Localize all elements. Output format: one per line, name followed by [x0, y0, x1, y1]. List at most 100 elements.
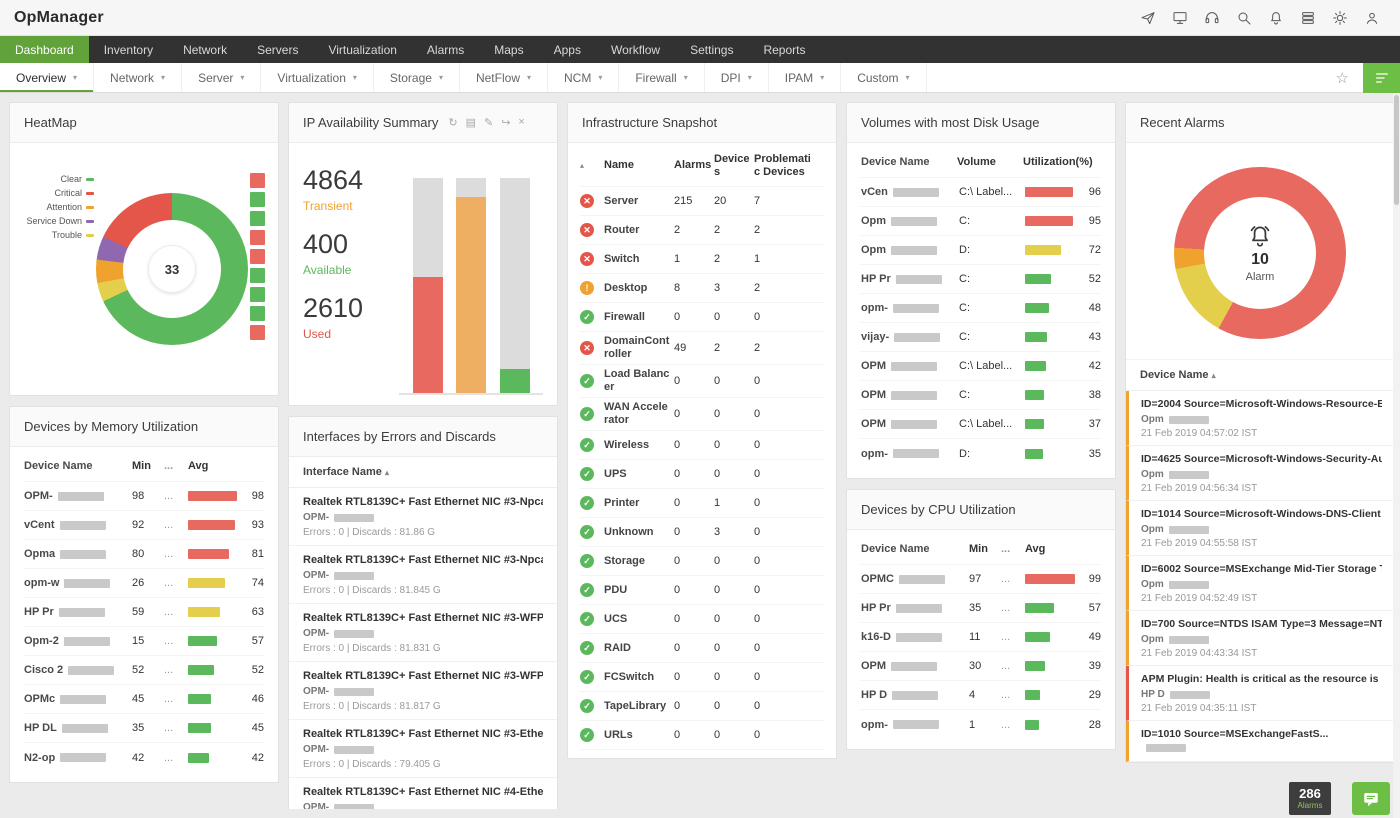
memory-table-row[interactable]: Opma 80 ... 81 [24, 540, 264, 569]
main-nav-item[interactable]: Reports [763, 42, 806, 57]
infra-row[interactable]: ✓ FCSwitch 0 0 0 [580, 663, 824, 692]
cpu-table-row[interactable]: k16-D 11 ... 49 [861, 623, 1101, 652]
volume-row[interactable]: opm- D: 35 [861, 439, 1101, 468]
main-nav-item[interactable]: Virtualization [328, 42, 397, 57]
refresh-icon[interactable]: ↻ [448, 117, 458, 129]
interface-row[interactable]: Realtek RTL8139C+ Fast Ethernet NIC #3-N… [289, 546, 557, 604]
alarm-count-badge[interactable]: 286 Alarms [1289, 782, 1331, 815]
chat-button[interactable] [1352, 782, 1390, 815]
chevron-down-icon[interactable]: ▾ [161, 73, 166, 82]
cpu-table-row[interactable]: HP Pr 35 ... 57 [861, 594, 1101, 623]
main-nav-item[interactable]: Dashboard [0, 36, 89, 63]
dashboard-tab[interactable]: IPAM ▾ [769, 63, 842, 92]
scrollbar-thumb[interactable] [1394, 95, 1399, 205]
chevron-down-icon[interactable]: ▾ [905, 73, 910, 82]
headset-icon[interactable] [1198, 4, 1226, 32]
volume-row[interactable]: Opm C: 95 [861, 207, 1101, 236]
alarm-item[interactable]: ID=6002 Source=MSExchange Mid-Tier Stora… [1126, 556, 1394, 611]
cpu-table-row[interactable]: OPM 30 ... 39 [861, 652, 1101, 681]
chevron-down-icon[interactable]: ▾ [598, 73, 603, 82]
infra-row[interactable]: ✓ Printer 0 1 0 [580, 489, 824, 518]
dashboard-tab[interactable]: Virtualization ▾ [261, 63, 374, 92]
report-icon[interactable]: ▤ [465, 117, 476, 129]
infra-row[interactable]: ✓ UPS 0 0 0 [580, 460, 824, 489]
infra-row[interactable]: ✓ URLs 0 0 0 [580, 721, 824, 750]
infra-row[interactable]: ✓ Unknown 0 3 0 [580, 518, 824, 547]
interface-row[interactable]: Realtek RTL8139C+ Fast Ethernet NIC #3-E… [289, 720, 557, 778]
infra-row[interactable]: ✓ PDU 0 0 0 [580, 576, 824, 605]
infra-row[interactable]: ✓ TapeLibrary 0 0 0 [580, 692, 824, 721]
main-nav-item[interactable]: Alarms [426, 42, 465, 57]
dashboard-tab[interactable]: Custom ▾ [841, 63, 927, 92]
memory-table-row[interactable]: Opm-2 15 ... 57 [24, 627, 264, 656]
infra-row[interactable]: ! Desktop 8 3 2 [580, 274, 824, 303]
chevron-down-icon[interactable]: ▾ [240, 73, 245, 82]
main-nav-item[interactable]: Settings [690, 42, 734, 57]
main-nav-item[interactable]: Workflow [610, 42, 661, 57]
edit-icon[interactable]: ✎ [483, 117, 494, 129]
alarm-item[interactable]: ID=2004 Source=Microsoft-Windows-Resourc… [1126, 391, 1394, 446]
memory-table-row[interactable]: OPM- 98 ... 98 [24, 482, 264, 511]
alarm-item[interactable]: ID=1014 Source=Microsoft-Windows-DNS-Cli… [1126, 501, 1394, 556]
memory-table-row[interactable]: OPMc 45 ... 46 [24, 685, 264, 714]
gear-icon[interactable] [1326, 4, 1354, 32]
chevron-down-icon[interactable]: ▾ [683, 73, 688, 82]
main-nav-item[interactable]: Inventory [103, 42, 154, 57]
heatmap-cell[interactable] [250, 325, 265, 340]
alarm-item[interactable]: ID=700 Source=NTDS ISAM Type=3 Message=N… [1126, 611, 1394, 666]
chevron-down-icon[interactable]: ▾ [438, 73, 443, 82]
dashboard-tab[interactable]: Firewall ▾ [619, 63, 705, 92]
heatmap-cell[interactable] [250, 230, 265, 245]
main-nav-item[interactable]: Servers [257, 42, 299, 57]
memory-table-row[interactable]: opm-w 26 ... 74 [24, 569, 264, 598]
dashboard-tab[interactable]: NetFlow ▾ [460, 63, 548, 92]
dashboard-tab[interactable]: NCM ▾ [548, 63, 620, 92]
volume-row[interactable]: opm- C: 48 [861, 294, 1101, 323]
dashboard-tab[interactable]: Server ▾ [182, 63, 262, 92]
favorite-star-icon[interactable]: ☆ [1335, 69, 1349, 87]
volume-row[interactable]: OPM C:\ Label... 37 [861, 410, 1101, 439]
infra-row[interactable]: ✕ Server 215 20 7 [580, 187, 824, 216]
sort-icon-cell[interactable]: ▴ [580, 161, 604, 170]
scrollbar-track[interactable] [1393, 93, 1400, 818]
memory-table-row[interactable]: HP DL 35 ... 45 [24, 714, 264, 743]
memory-table-row[interactable]: Cisco 2 52 ... 52 [24, 656, 264, 685]
dashboard-tab[interactable]: Overview ▾ [0, 63, 95, 92]
infra-row[interactable]: ✕ Switch 1 2 1 [580, 245, 824, 274]
main-nav-item[interactable]: Maps [494, 42, 524, 57]
heatmap-cell[interactable] [250, 268, 265, 283]
infra-row[interactable]: ✓ WAN Accelerator 0 0 0 [580, 398, 824, 431]
volume-row[interactable]: vijay- C: 43 [861, 323, 1101, 352]
memory-table-row[interactable]: HP Pr 59 ... 63 [24, 598, 264, 627]
chevron-down-icon[interactable]: ▾ [352, 73, 357, 82]
infra-row[interactable]: ✕ Router 2 2 2 [580, 216, 824, 245]
interface-row[interactable]: Realtek RTL8139C+ Fast Ethernet NIC #3-W… [289, 604, 557, 662]
rocket-icon[interactable] [1134, 4, 1162, 32]
heatmap-cell[interactable] [250, 192, 265, 207]
heatmap-cell[interactable] [250, 173, 265, 188]
volume-row[interactable]: HP Pr C: 52 [861, 265, 1101, 294]
share-icon[interactable]: ↪ [501, 117, 511, 129]
chevron-down-icon[interactable]: ▾ [73, 73, 78, 82]
heatmap-cell[interactable] [250, 306, 265, 321]
chevron-down-icon[interactable]: ▾ [526, 73, 531, 82]
volume-row[interactable]: OPM C:\ Label... 42 [861, 352, 1101, 381]
chevron-down-icon[interactable]: ▾ [820, 73, 825, 82]
cpu-table-row[interactable]: opm- 1 ... 28 [861, 710, 1101, 739]
alarm-item[interactable]: ID=4625 Source=Microsoft-Windows-Securit… [1126, 446, 1394, 501]
volume-row[interactable]: vCen C:\ Label... 96 [861, 178, 1101, 207]
memory-table-row[interactable]: N2-op 42 ... 42 [24, 743, 264, 772]
main-nav-item[interactable]: Network [183, 42, 228, 57]
alarm-item[interactable]: ID=1010 Source=MSExchangeFastS... [1126, 721, 1394, 762]
user-icon[interactable] [1358, 4, 1386, 32]
alarms-column-header[interactable]: Device Name ▴ [1126, 359, 1394, 391]
interface-row[interactable]: Realtek RTL8139C+ Fast Ethernet NIC #4-E… [289, 778, 557, 809]
dashboard-tab[interactable]: Network ▾ [94, 63, 183, 92]
volume-row[interactable]: Opm D: 72 [861, 236, 1101, 265]
interfaces-column-header[interactable]: Interface Name ▴ [289, 457, 557, 488]
alarm-item[interactable]: APM Plugin: Health is critical as the re… [1126, 666, 1394, 721]
dashboard-tab[interactable]: Storage ▾ [374, 63, 460, 92]
infra-row[interactable]: ✓ Firewall 0 0 0 [580, 303, 824, 332]
cpu-table-row[interactable]: HP D 4 ... 29 [861, 681, 1101, 710]
infra-row[interactable]: ✓ UCS 0 0 0 [580, 605, 824, 634]
